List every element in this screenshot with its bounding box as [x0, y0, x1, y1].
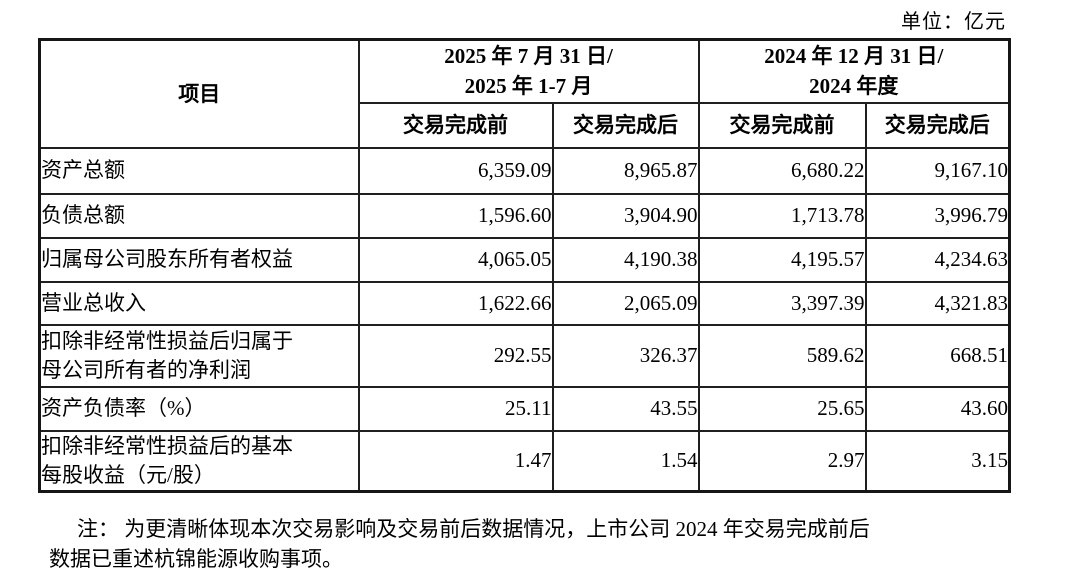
subheader-2024-after: 交易完成后	[864, 101, 1011, 149]
row-label: 负债总额	[38, 192, 360, 239]
row-label-line: 归属母公司股东所有者权益	[41, 247, 294, 271]
financial-comparison-table: 项目 2025 年 7 月 31 日/ 2025 年 1-7 月 2024 年 …	[38, 38, 1011, 493]
cell-value: 1.47	[357, 429, 554, 492]
cell-value: 25.65	[697, 385, 867, 432]
footnote-line1: 注： 为更清晰体现本次交易影响及交易前后数据情况，上市公司 2024 年交易完成…	[77, 517, 870, 541]
cell-value: 668.51	[864, 323, 1011, 388]
cell-value: 8,965.87	[551, 146, 700, 195]
row-label: 资产总额	[38, 146, 360, 195]
row-label-line: 扣除非经常性损益后归属于	[41, 328, 294, 353]
header-item-column: 项目	[38, 38, 360, 149]
cell-value: 3.15	[864, 429, 1011, 492]
table-row-debt-ratio: 资产负债率（%） 25.11 43.55 25.65 43.60	[38, 385, 1011, 432]
row-label-line: 负债总额	[41, 203, 126, 227]
table-row-basic-eps-excl-nonrecurring: 扣除非经常性损益后的基本 每股收益（元/股） 1.47 1.54 2.97 3.…	[38, 429, 1011, 492]
table-row-total-revenue: 营业总收入 1,622.66 2,065.09 3,397.39 4,321.8…	[38, 280, 1011, 326]
cell-value: 6,680.22	[697, 146, 867, 195]
row-label-line: 每股收益（元/股）	[41, 462, 215, 487]
cell-value: 43.60	[864, 385, 1011, 432]
subheader-2025-before: 交易完成前	[357, 101, 554, 149]
row-label-line: 扣除非经常性损益后的基本	[41, 433, 294, 458]
cell-value: 4,065.05	[357, 236, 554, 283]
cell-value: 4,195.57	[697, 236, 867, 283]
footnote-line2: 数据已重述杭锦能源收购事项。	[49, 547, 343, 571]
header-sub-row: 交易完成前 交易完成后 交易完成前 交易完成后	[40, 101, 1011, 149]
table-row-net-profit-excl-nonrecurring: 扣除非经常性损益后归属于 母公司所有者的净利润 292.55 326.37 58…	[38, 323, 1011, 388]
cell-value: 3,397.39	[697, 280, 867, 326]
header-group-row: 项目 2025 年 7 月 31 日/ 2025 年 1-7 月 2024 年 …	[38, 38, 1011, 149]
row-label: 资产负债率（%）	[38, 385, 360, 432]
cell-value: 4,321.83	[864, 280, 1011, 326]
cell-value: 25.11	[357, 385, 554, 432]
cell-value: 326.37	[551, 323, 700, 388]
subheader-2024-before: 交易完成前	[697, 101, 867, 149]
row-label: 扣除非经常性损益后的基本 每股收益（元/股）	[38, 429, 360, 492]
cell-value: 4,234.63	[864, 236, 1011, 283]
header-period-2025-line1: 2025 年 7 月 31 日/	[444, 44, 613, 69]
header-period-2024-line2: 2024 年度	[809, 74, 899, 99]
cell-value: 2.97	[697, 429, 867, 492]
cell-value: 1,713.78	[697, 192, 867, 239]
header-period-2025: 2025 年 7 月 31 日/ 2025 年 1-7 月	[357, 38, 700, 104]
cell-value: 589.62	[697, 323, 867, 388]
table-row-total-assets: 资产总额 6,359.09 8,965.87 6,680.22 9,167.10	[38, 146, 1011, 195]
table-row-parent-equity: 归属母公司股东所有者权益 4,065.05 4,190.38 4,195.57 …	[38, 236, 1011, 283]
cell-value: 1,622.66	[357, 280, 554, 326]
header-period-2024-line1: 2024 年 12 月 31 日/	[764, 44, 944, 69]
header-period-2024: 2024 年 12 月 31 日/ 2024 年度	[697, 38, 1011, 104]
cell-value: 4,190.38	[551, 236, 700, 283]
cell-value: 3,904.90	[551, 192, 700, 239]
cell-value: 3,996.79	[864, 192, 1011, 239]
cell-value: 9,167.10	[864, 146, 1011, 195]
cell-value: 2,065.09	[551, 280, 700, 326]
cell-value: 6,359.09	[357, 146, 554, 195]
cell-value: 43.55	[551, 385, 700, 432]
cell-value: 292.55	[357, 323, 554, 388]
cell-value: 1.54	[551, 429, 700, 492]
row-label: 营业总收入	[38, 280, 360, 326]
footnote: 注： 为更清晰体现本次交易影响及交易前后数据情况，上市公司 2024 年交易完成…	[49, 514, 1059, 574]
row-label-line: 营业总收入	[41, 290, 147, 315]
row-label-line: 资产负债率（%）	[41, 396, 206, 420]
table-row-total-liabilities: 负债总额 1,596.60 3,904.90 1,713.78 3,996.79	[38, 192, 1011, 239]
unit-label: 单位：亿元	[901, 11, 1006, 33]
header-period-2025-line2: 2025 年 1-7 月	[464, 74, 593, 99]
subheader-2025-after: 交易完成后	[551, 101, 700, 149]
row-label: 归属母公司股东所有者权益	[38, 236, 360, 283]
cell-value: 1,596.60	[357, 192, 554, 239]
header-item-label: 项目	[178, 81, 221, 106]
row-label: 扣除非经常性损益后归属于 母公司所有者的净利润	[38, 323, 360, 388]
row-label-line: 资产总额	[41, 158, 126, 182]
row-label-line: 母公司所有者的净利润	[41, 357, 252, 382]
